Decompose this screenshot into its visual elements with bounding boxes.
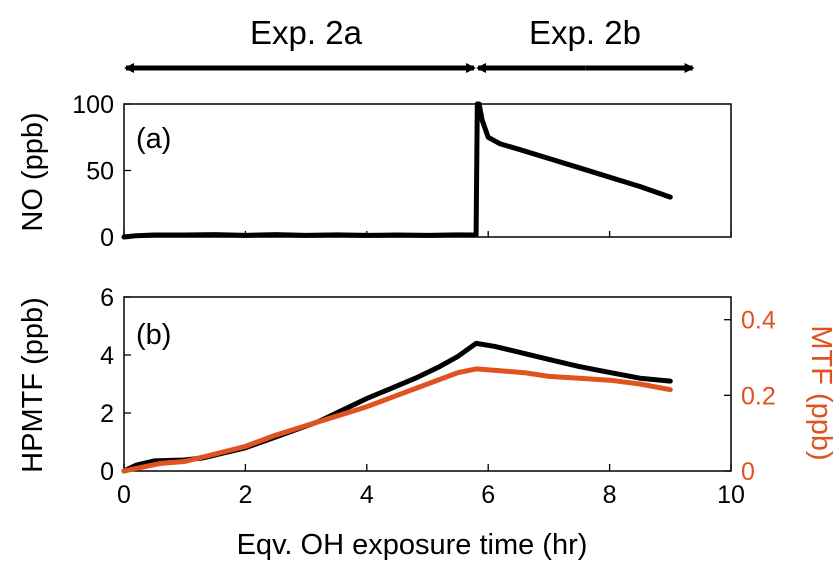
panel-a-frame: [123, 103, 732, 238]
panel-a-series: [121, 101, 673, 240]
y-tick-label: 0.4: [741, 307, 776, 335]
panel-b: 0 2 4 6 0 0.2 0.4 0 2 4 6 8 10 (b) HPMTF (ppb) MTF…: [17, 231, 837, 561]
y-tick-label: 100: [72, 91, 114, 119]
x-axis-label: Eqv. OH exposure time (hr): [237, 529, 588, 561]
y-tick-label: 0: [100, 458, 114, 486]
panel-b-y-axis-label: HPMTF (ppb): [17, 297, 49, 473]
panel-a-y-axis-label: NO (ppb): [17, 112, 49, 231]
series-line-0: [121, 340, 673, 474]
experiment-header: Exp. 2a Exp. 2b: [124, 14, 695, 73]
x-tick-label: 6: [481, 481, 495, 509]
panel-a: 0 50 100 (a) NO (ppb): [17, 91, 732, 252]
panel-b-label: (b): [136, 319, 171, 351]
series-line-1: [121, 366, 673, 474]
panel-a-y-ticks: 0 50 100: [72, 91, 131, 252]
y-tick-label: 2: [100, 400, 114, 428]
y-tick-label: 0: [100, 224, 114, 252]
x-tick-label: 0: [117, 481, 131, 509]
y-tick-label: 4: [100, 342, 114, 370]
x-tick-label: 8: [603, 481, 617, 509]
y-tick-label: 50: [86, 158, 114, 186]
series-line-0: [121, 101, 673, 240]
panel-b-frame: [123, 296, 732, 472]
panel-b-right-y-axis-label: MTF (ppb): [805, 325, 837, 460]
x-tick-label: 4: [360, 481, 374, 509]
exp-2b-label: Exp. 2b: [529, 14, 641, 51]
y-tick-label: 6: [100, 284, 114, 312]
panel-a-label: (a): [136, 123, 171, 155]
panel-b-series: [121, 340, 673, 474]
panel-b-x-ticks: 0 2 4 6 8 10: [117, 231, 745, 509]
exp-2a-label: Exp. 2a: [250, 14, 363, 51]
y-tick-label: 0.2: [741, 382, 776, 410]
panel-b-right-y-ticks: 0 0.2 0.4: [724, 307, 776, 486]
x-tick-label: 2: [238, 481, 252, 509]
panel-b-y-ticks: 0 2 4 6: [100, 284, 131, 486]
y-tick-label: 0: [741, 458, 755, 486]
x-tick-label: 10: [717, 481, 745, 509]
